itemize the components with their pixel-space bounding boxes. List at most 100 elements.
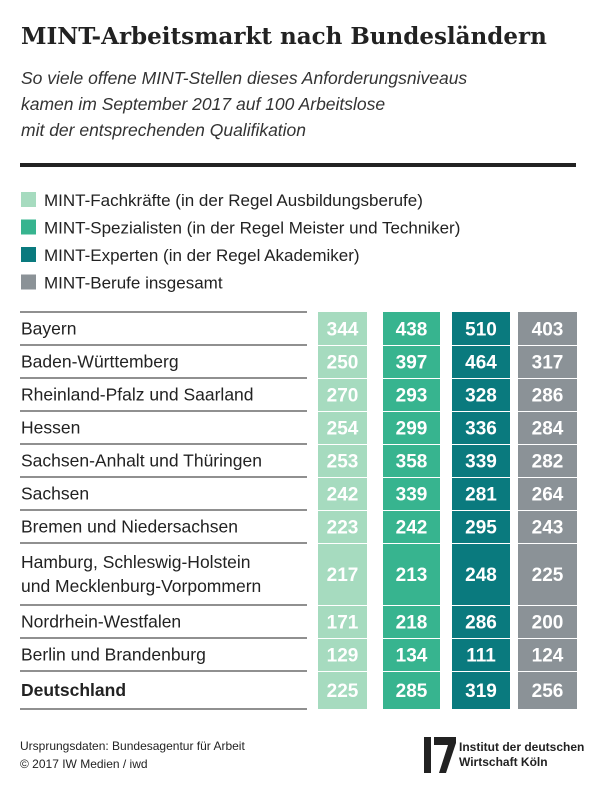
cell <box>383 639 440 671</box>
cell <box>518 412 577 444</box>
cell <box>383 672 440 709</box>
cell-value: 317 <box>532 353 564 374</box>
cell-value: 254 <box>327 419 359 440</box>
subtitle: mit der entsprechenden Qualifikation <box>21 120 306 140</box>
cell <box>452 606 510 638</box>
cell-value: 286 <box>532 386 564 407</box>
cell <box>452 478 510 510</box>
row-label: Sachsen-Anhalt und Thüringen <box>21 451 262 471</box>
cell <box>383 606 440 638</box>
row-label: Berlin und Brandenburg <box>21 645 206 665</box>
cell <box>383 544 440 605</box>
row-label: Hamburg, Schleswig-Holstein <box>21 552 251 572</box>
cell <box>452 639 510 671</box>
cell <box>452 511 510 543</box>
row-label: Deutschland <box>21 680 126 700</box>
cell-value: 223 <box>327 518 359 539</box>
row-label: Hessen <box>21 418 80 438</box>
cell-value: 256 <box>532 681 564 702</box>
legend-label: MINT-Spezialisten (in der Regel Meister … <box>44 219 460 238</box>
cell <box>518 544 577 605</box>
cell-value: 171 <box>327 613 359 634</box>
cell-value: 339 <box>465 452 497 473</box>
cell <box>318 478 367 510</box>
cell-value: 281 <box>465 485 497 506</box>
cell-value: 299 <box>396 419 428 440</box>
cell-value: 242 <box>396 518 428 539</box>
cell-value: 200 <box>532 613 564 634</box>
row-label: Sachsen <box>21 484 89 504</box>
cell <box>383 312 440 345</box>
cell-value: 344 <box>327 320 359 341</box>
cell <box>452 445 510 477</box>
cell-value: 250 <box>327 353 359 374</box>
cell-value: 328 <box>465 386 497 407</box>
cell-value: 336 <box>465 419 497 440</box>
cell-value: 284 <box>532 419 564 440</box>
cell <box>318 412 367 444</box>
cell-value: 217 <box>327 565 359 586</box>
cell <box>518 379 577 411</box>
cell <box>318 672 367 709</box>
cell <box>383 379 440 411</box>
row-label: Baden-Württemberg <box>21 352 179 372</box>
cell <box>383 346 440 378</box>
cell-value: 134 <box>396 646 428 667</box>
row-label: Bayern <box>21 319 76 339</box>
legend-swatch <box>21 219 36 235</box>
cell <box>383 511 440 543</box>
row-label: und Mecklenburg-Vorpommern <box>21 576 261 596</box>
rule <box>20 163 576 167</box>
cell <box>452 672 510 709</box>
cell <box>518 478 577 510</box>
cell-value: 293 <box>396 386 428 407</box>
cell <box>318 445 367 477</box>
cell <box>518 445 577 477</box>
legend-swatch <box>21 192 36 207</box>
cell-value: 295 <box>465 518 497 539</box>
logo-icon <box>424 737 456 773</box>
cell-value: 129 <box>327 646 359 667</box>
cell <box>518 606 577 638</box>
legend-swatch <box>21 247 36 262</box>
cell <box>383 478 440 510</box>
subtitle: So viele offene MINT-Stellen dieses Anfo… <box>21 68 467 88</box>
cell-value: 285 <box>396 681 428 702</box>
cell-value: 213 <box>396 565 428 586</box>
row-label: Rheinland-Pfalz und Saarland <box>21 385 254 405</box>
cell <box>318 511 367 543</box>
cell-value: 319 <box>465 681 497 702</box>
cell <box>518 639 577 671</box>
cell-value: 339 <box>396 485 428 506</box>
cell-value: 243 <box>532 518 564 539</box>
cell <box>383 412 440 444</box>
cell <box>452 312 510 345</box>
logo-text: Institut der deutschen <box>459 740 584 754</box>
cell-value: 403 <box>532 320 564 341</box>
cell <box>452 412 510 444</box>
cell <box>383 445 440 477</box>
cell <box>318 639 367 671</box>
cell <box>318 606 367 638</box>
cell <box>318 346 367 378</box>
cell <box>318 312 367 345</box>
cell-value: 124 <box>532 646 564 667</box>
cell-value: 242 <box>327 485 359 506</box>
cell-value: 218 <box>396 613 428 634</box>
cell-value: 464 <box>465 353 497 374</box>
row-label: Bremen und Niedersachsen <box>21 517 238 537</box>
row-label: Nordrhein-Westfalen <box>21 612 181 632</box>
cell <box>452 346 510 378</box>
legend-label: MINT-Berufe insgesamt <box>44 274 223 293</box>
cell <box>518 511 577 543</box>
cell <box>318 544 367 605</box>
cell-value: 282 <box>532 452 564 473</box>
cell <box>518 312 577 345</box>
cell-value: 286 <box>465 613 497 634</box>
cell-value: 270 <box>327 386 359 407</box>
legend-label: MINT-Experten (in der Regel Akademiker) <box>44 246 360 265</box>
cell <box>452 379 510 411</box>
legend-swatch <box>21 274 36 290</box>
cell <box>452 544 510 605</box>
